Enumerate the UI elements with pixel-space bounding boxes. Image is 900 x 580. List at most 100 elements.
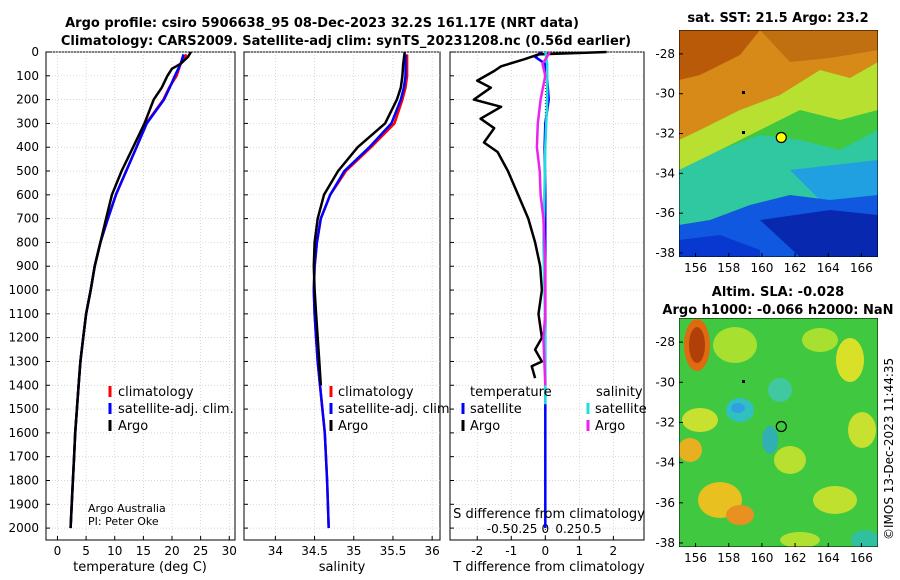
depth-tick-label: 800 [16,235,39,249]
salinity-panel: 34 34.5 35 35.5 36 salinity climatology sate… [243,51,454,575]
depth-tick-label: 1300 [8,354,39,368]
x-tick-label: 10 [107,544,122,558]
x-tick-label: 34.5 [301,544,328,558]
series-satellite-adj-clim- [312,54,407,529]
x-tick-label: -1 [505,544,517,558]
sla-map-ticks: 156 158 160 162 164 166 -28 -30 -32 -34 -36 -38 [655,335,872,565]
depth-tick-label: 400 [16,140,39,154]
temperature-xlabel: temperature (deg C) [73,560,207,575]
series-argo [69,51,192,529]
difference-legend: temperature salinity satellite Argo sate… [461,385,647,434]
top-tick-label: 0 [541,522,549,536]
top-tick-label: -0.5 [487,522,510,536]
legend-s-satellite-label: satellite [595,402,647,417]
map-y-tick-label: -30 [655,375,675,389]
annotation-line-2: PI: Peter Oke [88,515,159,528]
imos-watermark: ©IMOS 13-Dec-2023 11:44:35 [882,358,896,540]
map-x-tick-label: 156 [684,261,707,275]
salinity-series [312,51,409,529]
depth-tick-label: 2000 [8,521,39,535]
temperature-legend: climatology satellite-adj. clim. Argo [108,385,234,434]
depth-tick-label: 500 [16,164,39,178]
depth-tick-label: 700 [16,212,39,226]
legend-climatology-label: climatology [338,385,414,400]
map-x-tick-label: 164 [817,261,840,275]
depth-tick-label: 1600 [8,426,39,440]
x-tick-label: 1 [576,544,584,558]
x-tick-label: 34 [268,544,283,558]
depth-tick-label: 1000 [8,283,39,297]
sla-heatmap [679,318,878,547]
map-x-tick-label: 166 [850,551,873,565]
x-tick-label: -2 [471,544,483,558]
depth-tick-label: 0 [31,45,39,59]
difference-series [472,50,607,529]
temperature-panel: 0100200300400500600700800900100011001200… [8,45,236,575]
x-tick-label: 0 [541,544,549,558]
sst-map-ticks: 156 158 160 162 164 166 -28 -30 -32 -34 -36 -38 [655,47,872,275]
map-x-tick-label: 162 [784,551,807,565]
x-tick-label: 30 [222,544,237,558]
map-y-tick-label: -28 [655,335,675,349]
sst-heatmap [679,30,878,257]
depth-tick-label: 600 [16,188,39,202]
sla-marker-dot [742,380,745,383]
depth-tick-label: 1200 [8,331,39,345]
legend-t-argo-label: Argo [470,419,500,434]
map-x-tick-label: 164 [817,551,840,565]
depth-tick-label: 1800 [8,473,39,487]
depth-tick-label: 1500 [8,402,39,416]
x-tick-label: 15 [136,544,151,558]
depth-tick-label: 1900 [8,497,39,511]
x-tick-label: 20 [164,544,179,558]
temperature-series [69,51,192,529]
map-y-tick-label: -32 [655,415,675,429]
depth-tick-labels: 0 100 200 300 400 500 600 700 800 900 1000 1100 1200… [8,45,39,535]
legend-satellite-label: satellite-adj. clim. [118,402,234,417]
legend-argo-label: Argo [118,419,148,434]
difference-tick-labels: -2 -1 0 1 2 [471,544,617,558]
top-tick-label: 0.25 [555,522,582,536]
series-s-argo [535,51,552,386]
legend-climatology-label: climatology [118,385,194,400]
title-line-2: Climatology: CARS2009. Satellite-adj cli… [61,34,631,49]
map-x-tick-label: 158 [717,551,740,565]
x-tick-label: 2 [610,544,618,558]
series-argo [312,51,406,386]
legend-temperature-title: temperature [470,385,552,400]
temperature-tick-labels: 0 5 10 15 20 25 30 [54,544,237,558]
map-y-tick-label: -36 [655,496,675,510]
salinity-difference-label: S difference from climatology [453,507,645,522]
title-line-1: Argo profile: csiro 5906638_95 08-Dec-20… [65,16,579,31]
map-x-tick-label: 160 [750,261,773,275]
map-x-tick-label: 166 [850,261,873,275]
legend-argo-label: Argo [338,419,368,434]
difference-xlabel: T difference from climatology [452,560,645,575]
legend-satellite-label: satellite-adj. clim. [338,402,454,417]
salinity-legend: climatology satellite-adj. clim. Argo [329,385,454,434]
sla-map-title-line-2: Argo h1000: -0.066 h2000: NaN [662,303,893,318]
depth-tick-label: 1100 [8,307,39,321]
map-y-tick-label: -34 [655,166,675,180]
sla-map: Altim. SLA: -0.028 Argo h1000: -0.066 h2… [655,285,893,565]
x-tick-label: 36 [425,544,440,558]
depth-tick-label: 900 [16,259,39,273]
depth-tick-label: 300 [16,116,39,130]
x-tick-label: 0 [54,544,62,558]
x-tick-label: 5 [82,544,90,558]
map-x-tick-label: 158 [717,261,740,275]
sla-map-title-line-1: Altim. SLA: -0.028 [712,285,844,300]
sst-marker-dot [742,91,745,94]
map-y-tick-label: -28 [655,47,675,61]
sst-map-title: sat. SST: 21.5 Argo: 23.2 [687,11,868,26]
legend-s-argo-label: Argo [595,419,625,434]
salinity-xlabel: salinity [319,560,366,575]
salinity-difference-tick-labels: -0.5-0.25 0 0.25 0.5 [487,522,602,536]
map-x-tick-label: 162 [784,261,807,275]
legend-t-satellite-label: satellite [470,402,522,417]
salinity-axes-box [243,51,441,541]
map-y-tick-label: -30 [655,87,675,101]
difference-panel: -2 -1 0 1 2 -0.5-0.25 0 0.25 0.5 T difference f… [449,50,647,575]
depth-tick-label: 100 [16,69,39,83]
